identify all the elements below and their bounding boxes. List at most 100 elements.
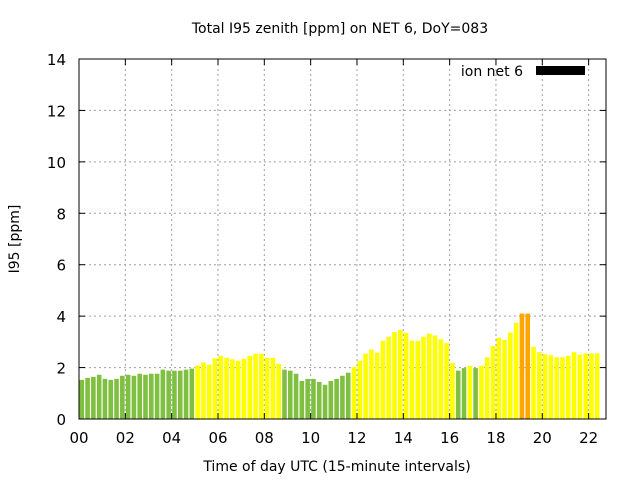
bar xyxy=(212,358,218,419)
bar xyxy=(195,365,200,419)
bar xyxy=(461,368,467,419)
bar xyxy=(542,354,548,419)
x-tick-label: 10 xyxy=(301,429,320,447)
bar xyxy=(235,360,241,419)
bar xyxy=(96,374,102,419)
bar xyxy=(334,378,339,419)
bar xyxy=(484,357,490,419)
bar xyxy=(508,332,513,419)
bar xyxy=(276,363,281,419)
bar xyxy=(421,336,426,419)
bar xyxy=(85,377,90,419)
bar xyxy=(305,378,310,419)
legend-swatch xyxy=(536,66,585,75)
bar xyxy=(247,355,253,419)
bar xyxy=(438,339,444,419)
x-tick-label: 12 xyxy=(347,429,366,447)
bar xyxy=(91,376,96,419)
bar xyxy=(131,375,137,419)
bar xyxy=(340,375,345,419)
bar xyxy=(415,340,420,419)
chart-title: Total I95 zenith [ppm] on NET 6, DoY=083 xyxy=(191,21,488,37)
x-tick-label: 06 xyxy=(208,429,227,447)
bar xyxy=(369,349,374,419)
x-tick-label: 04 xyxy=(162,429,181,447)
bar xyxy=(409,340,415,419)
bar xyxy=(125,374,131,419)
bar xyxy=(426,333,432,419)
bar xyxy=(311,378,316,419)
bar xyxy=(554,357,559,419)
bar xyxy=(455,370,461,419)
x-tick-label: 14 xyxy=(394,429,413,447)
bar xyxy=(172,370,177,419)
bar xyxy=(270,357,276,419)
bar xyxy=(201,362,206,419)
bar xyxy=(571,352,577,419)
bar xyxy=(473,368,478,419)
bar xyxy=(241,358,247,419)
bar xyxy=(189,368,195,419)
bar xyxy=(316,381,322,419)
bar xyxy=(374,352,380,419)
y-tick-label: 0 xyxy=(56,411,66,429)
bar xyxy=(531,347,536,419)
bar xyxy=(392,332,397,419)
bar xyxy=(565,355,571,419)
y-tick-label: 8 xyxy=(56,205,66,223)
bar xyxy=(577,354,583,419)
bar xyxy=(386,336,392,419)
bar xyxy=(114,378,119,419)
bar xyxy=(589,353,594,419)
x-axis-label: Time of day UTC (15-minute intervals) xyxy=(202,459,470,475)
bar xyxy=(287,370,293,419)
bar xyxy=(148,373,154,419)
bar xyxy=(548,355,554,419)
bar xyxy=(583,353,588,419)
bar xyxy=(496,337,502,419)
bar xyxy=(120,375,125,419)
bar xyxy=(363,353,368,419)
bar xyxy=(166,370,171,419)
bar xyxy=(154,373,160,419)
bar xyxy=(398,330,403,419)
bar xyxy=(293,373,299,419)
y-tick-label: 12 xyxy=(47,102,66,120)
legend-label: ion net 6 xyxy=(461,64,523,80)
bar xyxy=(525,313,531,419)
bar xyxy=(519,313,525,419)
bar xyxy=(380,340,386,419)
x-tick-label: 18 xyxy=(486,429,505,447)
bar xyxy=(206,364,212,419)
bar xyxy=(351,367,357,419)
bar xyxy=(560,357,565,419)
bar xyxy=(79,379,85,419)
bar xyxy=(444,343,449,419)
bar xyxy=(537,352,542,419)
y-axis-label: I95 [ppm] xyxy=(7,205,23,274)
x-tick-label: 00 xyxy=(69,429,88,447)
y-tick-label: 2 xyxy=(56,360,66,378)
bar xyxy=(357,360,363,419)
bar xyxy=(328,380,334,419)
x-tick-label: 08 xyxy=(255,429,274,447)
bar xyxy=(467,365,473,419)
bar xyxy=(183,369,189,419)
x-tick-label: 20 xyxy=(533,429,552,447)
y-tick-label: 10 xyxy=(47,154,66,172)
bar xyxy=(299,380,305,419)
bar xyxy=(143,374,148,419)
bar xyxy=(218,355,224,419)
bar xyxy=(432,335,438,419)
y-tick-label: 6 xyxy=(56,257,66,275)
bar xyxy=(345,372,351,419)
bar xyxy=(108,379,114,419)
plot-frame xyxy=(78,58,607,420)
bar xyxy=(282,369,287,419)
legend: ion net 6 xyxy=(461,64,585,80)
bar xyxy=(490,345,496,419)
bar xyxy=(513,322,519,419)
bar xyxy=(594,353,600,419)
bar xyxy=(230,359,235,419)
